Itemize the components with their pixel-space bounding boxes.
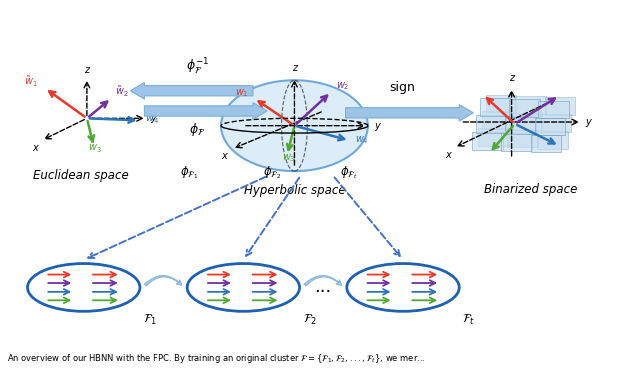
FancyBboxPatch shape xyxy=(505,116,536,134)
FancyArrow shape xyxy=(145,103,267,119)
Text: Hyperbolic space: Hyperbolic space xyxy=(244,184,345,197)
Text: $\tilde{w}_3$: $\tilde{w}_3$ xyxy=(88,141,102,155)
Text: $w_4$: $w_4$ xyxy=(355,135,369,146)
Ellipse shape xyxy=(221,80,368,171)
Ellipse shape xyxy=(347,263,460,311)
FancyArrow shape xyxy=(131,83,253,99)
Text: sign: sign xyxy=(390,81,415,94)
Text: An overview of our HBNN with the FPC. By training an original cluster $\mathcal{: An overview of our HBNN with the FPC. By… xyxy=(7,352,426,365)
Text: y: y xyxy=(374,121,380,131)
FancyBboxPatch shape xyxy=(472,132,502,149)
Text: $\phi_{\mathcal{F}}$: $\phi_{\mathcal{F}}$ xyxy=(189,121,205,138)
Text: $\phi_{\mathcal{F}_2}$: $\phi_{\mathcal{F}_2}$ xyxy=(263,164,281,181)
Text: $w_2$: $w_2$ xyxy=(335,80,349,92)
Text: $w_3$: $w_3$ xyxy=(282,152,296,164)
FancyBboxPatch shape xyxy=(501,133,532,151)
FancyBboxPatch shape xyxy=(545,97,575,115)
FancyArrow shape xyxy=(346,104,473,121)
FancyBboxPatch shape xyxy=(515,96,546,114)
FancyBboxPatch shape xyxy=(511,113,542,131)
Text: $\phi_{\mathcal{F}}^{-1}$: $\phi_{\mathcal{F}}^{-1}$ xyxy=(186,57,209,77)
FancyBboxPatch shape xyxy=(476,115,506,133)
FancyBboxPatch shape xyxy=(486,94,516,112)
Text: z: z xyxy=(292,63,297,73)
Text: $\mathcal{F}_1$: $\mathcal{F}_1$ xyxy=(143,313,157,327)
Text: ...: ... xyxy=(315,279,332,296)
Ellipse shape xyxy=(28,263,140,311)
FancyBboxPatch shape xyxy=(508,130,538,147)
Text: y: y xyxy=(150,113,156,123)
FancyBboxPatch shape xyxy=(531,135,561,152)
Text: $w_1$: $w_1$ xyxy=(236,87,249,99)
FancyBboxPatch shape xyxy=(537,131,568,149)
Text: $\phi_{\mathcal{F}_t}$: $\phi_{\mathcal{F}_t}$ xyxy=(340,164,358,181)
Text: Binarized space: Binarized space xyxy=(484,183,577,196)
Text: z: z xyxy=(84,65,90,75)
FancyBboxPatch shape xyxy=(509,99,540,117)
Text: $\tilde{w}_4$: $\tilde{w}_4$ xyxy=(145,111,159,126)
Text: y: y xyxy=(585,117,591,127)
Ellipse shape xyxy=(187,263,300,311)
Text: Euclidean space: Euclidean space xyxy=(33,169,129,182)
FancyBboxPatch shape xyxy=(538,101,569,118)
Text: $\tilde{w}_1$: $\tilde{w}_1$ xyxy=(24,74,38,89)
FancyBboxPatch shape xyxy=(534,118,565,135)
Text: x: x xyxy=(221,151,227,161)
Text: $\mathcal{F}_2$: $\mathcal{F}_2$ xyxy=(303,313,317,327)
Text: x: x xyxy=(445,149,451,159)
Text: $\mathcal{F}_t$: $\mathcal{F}_t$ xyxy=(463,313,476,327)
FancyBboxPatch shape xyxy=(479,98,510,116)
Text: $\phi_{\mathcal{F}_1}$: $\phi_{\mathcal{F}_1}$ xyxy=(180,164,198,181)
Text: z: z xyxy=(509,73,514,83)
Text: $\tilde{w}_2$: $\tilde{w}_2$ xyxy=(115,84,129,99)
FancyBboxPatch shape xyxy=(478,128,509,146)
FancyBboxPatch shape xyxy=(482,111,513,129)
Text: x: x xyxy=(32,142,38,153)
FancyBboxPatch shape xyxy=(541,114,572,132)
